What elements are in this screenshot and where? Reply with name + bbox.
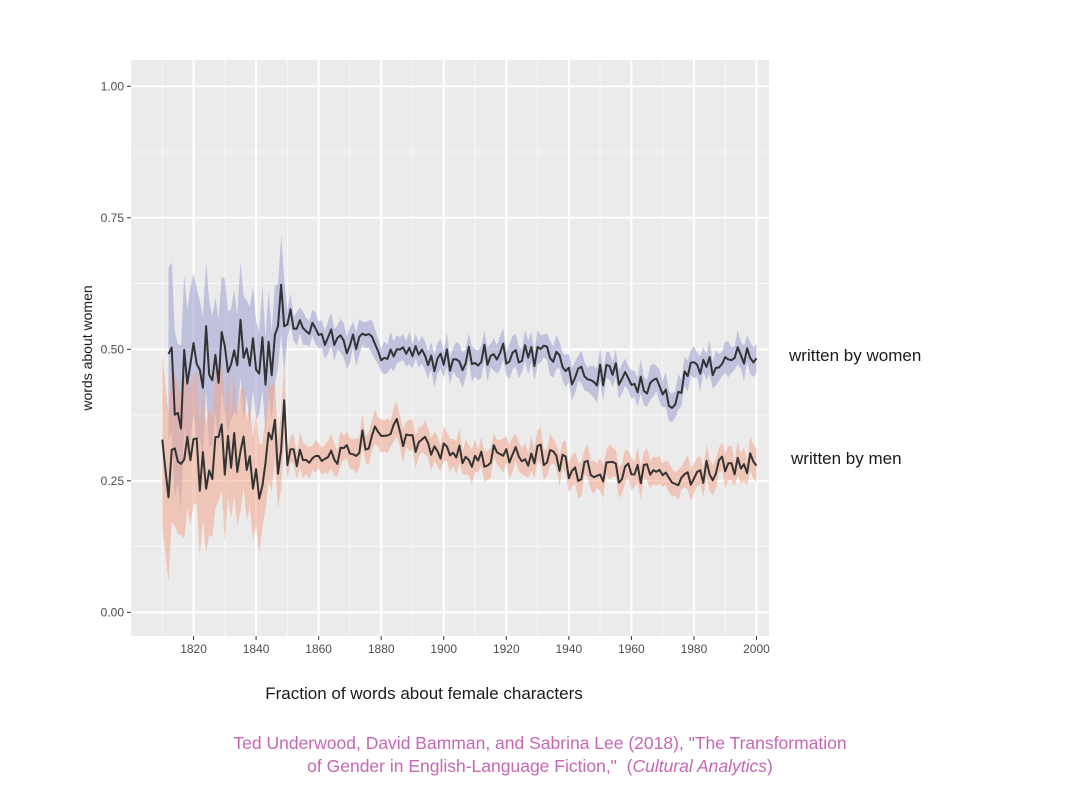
x-tick-label: 1900 [430, 642, 457, 656]
annotation-written-by-men: written by men [790, 449, 902, 468]
caption-line-2-suffix: ) [767, 756, 773, 776]
line-written-by-women [167, 283, 758, 430]
series-lines [161, 283, 758, 500]
y-axis-title: words about women [79, 285, 95, 411]
annotation-written-by-women: written by women [788, 346, 921, 365]
caption-line-2-prefix: of Gender in English-Language Fiction," … [307, 756, 633, 776]
x-tick-label: 1940 [555, 642, 582, 656]
band-written-by-women [168, 235, 757, 512]
x-axis-title: Fraction of words about female character… [265, 684, 582, 703]
y-tick-label: 1.00 [101, 79, 125, 93]
caption-line-2: of Gender in English-Language Fiction," … [0, 755, 1080, 778]
y-tick-label: 0.75 [101, 211, 125, 225]
chart-svg: 0.00 0.25 0.50 0.75 1.00 1820 1840 1860 1880 190… [79, 60, 921, 703]
x-tick-label: 1880 [368, 642, 395, 656]
y-tick-label: 0.50 [101, 342, 125, 356]
y-axis: 0.00 0.25 0.50 0.75 1.00 [101, 79, 131, 619]
y-tick-label: 0.00 [101, 605, 125, 619]
x-tick-label: 1980 [681, 642, 708, 656]
y-tick-label: 0.25 [101, 474, 125, 488]
x-tick-label: 1920 [493, 642, 520, 656]
x-tick-label: 2000 [743, 642, 770, 656]
x-axis: 1820 1840 1860 1880 1900 1920 1940 1960 1980 2000 [180, 636, 770, 656]
x-tick-label: 1860 [305, 642, 332, 656]
caption-journal: Cultural Analytics [632, 756, 767, 776]
citation-caption: Ted Underwood, David Bamman, and Sabrina… [0, 732, 1080, 778]
x-tick-label: 1820 [180, 642, 207, 656]
x-tick-label: 1840 [243, 642, 270, 656]
line-written-by-men [161, 399, 758, 500]
x-tick-label: 1960 [618, 642, 645, 656]
caption-line-1: Ted Underwood, David Bamman, and Sabrina… [233, 733, 847, 753]
